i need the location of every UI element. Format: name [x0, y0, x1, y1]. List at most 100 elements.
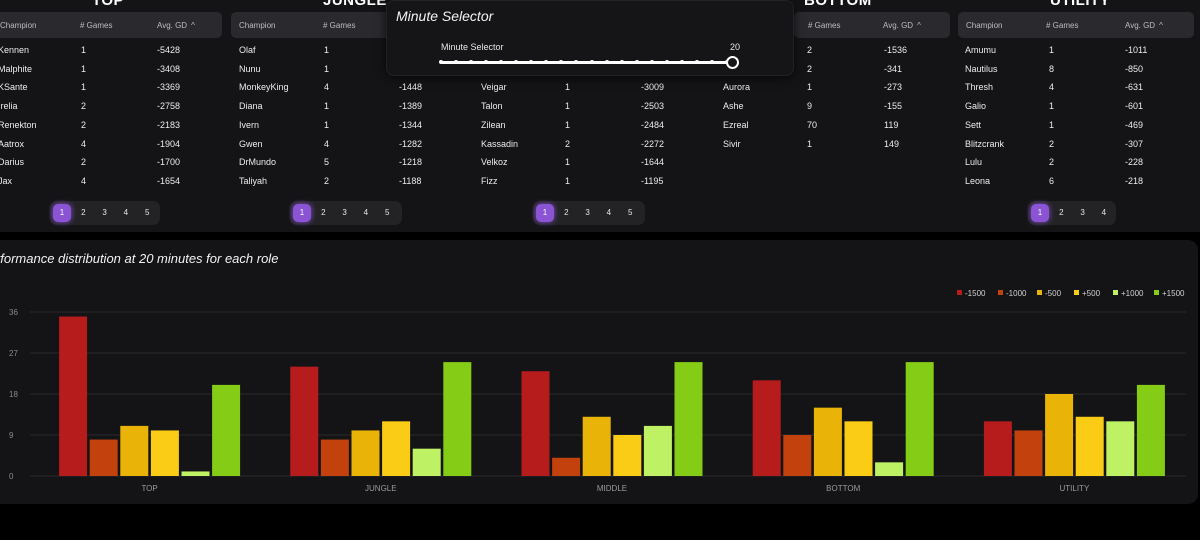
table-row[interactable]: KSante 1 -3369	[0, 82, 220, 94]
page-button[interactable]: 5	[384, 208, 390, 217]
cell-champion: Nautilus	[965, 63, 998, 74]
table-row[interactable]: Malphite 1 -3408	[0, 64, 220, 76]
cell-avg-gd: -228	[1125, 157, 1144, 168]
table-row[interactable]: Darius 2 -1700	[0, 157, 220, 169]
table-row[interactable]: Diana 1 -1389	[231, 101, 471, 113]
cell-games: 6	[1049, 175, 1055, 186]
col-avg-gd[interactable]: Avg. GD ^	[1125, 21, 1163, 30]
slider-tick	[544, 60, 549, 64]
page-button[interactable]: 2	[81, 208, 86, 217]
cell-avg-gd: -1011	[1125, 45, 1148, 55]
cell-games: 1	[565, 157, 571, 168]
col-avg-gd-label: Avg. GD	[157, 21, 188, 30]
cell-avg-gd: -1195	[641, 175, 664, 186]
minute-selector-title: Minute Selector	[396, 8, 494, 24]
col-avg-gd[interactable]: Avg. GD ^	[883, 21, 921, 30]
table-row[interactable]: 2 -341	[718, 64, 958, 76]
cell-avg-gd: -5428	[157, 45, 181, 55]
table-row[interactable]: Veigar 1 -3009	[474, 82, 714, 94]
slider-tick	[604, 60, 609, 64]
cell-avg-gd: 119	[884, 119, 899, 130]
table-row[interactable]: Aurora 1 -273	[718, 82, 958, 94]
table-row[interactable]: Olaf 1	[231, 45, 471, 57]
page-button[interactable]: 2	[321, 208, 326, 217]
page-button[interactable]: 4	[363, 208, 369, 217]
page-button[interactable]: 4	[606, 208, 612, 217]
col-champion[interactable]: Champion	[239, 21, 276, 30]
slider-tick	[589, 60, 594, 64]
page-button[interactable]: 2	[1059, 208, 1064, 217]
table-row[interactable]: Sivir 1 149	[718, 139, 958, 151]
slider-tick	[679, 60, 684, 64]
cell-games: 8	[1049, 63, 1055, 74]
cell-games: 4	[1049, 82, 1055, 93]
col-avg-gd[interactable]: Avg. GD ^	[157, 21, 195, 30]
table-row[interactable]: Irelia 2 -2758	[0, 101, 220, 113]
table-row[interactable]: Nunu 1	[231, 64, 471, 76]
chevron-up-icon: ^	[191, 21, 195, 30]
cell-champion: Lulu	[965, 157, 983, 168]
page-button[interactable]: 5	[627, 208, 633, 217]
table-row[interactable]: Talon 1 -2503	[474, 101, 714, 113]
table-row[interactable]: Blitzcrank 2 -307	[958, 139, 1198, 151]
table-row[interactable]: Amumu 1 -1011	[958, 45, 1198, 57]
cell-games: 2	[807, 63, 813, 74]
col-champion[interactable]: Champion	[966, 21, 1003, 30]
cell-avg-gd: -3408	[157, 63, 181, 74]
table-row[interactable]: Ezreal 70 119	[718, 120, 958, 132]
page-button[interactable]: 4	[123, 208, 129, 217]
table-row[interactable]: DrMundo 5 -1218	[231, 157, 471, 169]
col-champion[interactable]: Champion	[0, 21, 37, 30]
col-games[interactable]: # Games	[808, 21, 841, 30]
page-button[interactable]: 1	[53, 204, 71, 222]
cell-champion: Aurora	[723, 82, 751, 93]
col-avg-gd-label: Avg. GD	[883, 21, 914, 30]
table-row[interactable]: Leona 6 -218	[958, 176, 1198, 188]
col-avg-gd-label: Avg. GD	[1125, 21, 1156, 30]
minute-slider-thumb[interactable]	[726, 56, 739, 69]
table-row[interactable]: MonkeyKing 4 -1448	[231, 82, 471, 94]
table-row[interactable]: Lulu 2 -228	[958, 157, 1198, 169]
cell-champion: Aatrox	[0, 138, 25, 149]
table-row[interactable]: Renekton 2 -2183	[0, 120, 220, 132]
table-row[interactable]: Ivern 1 -1344	[231, 120, 471, 132]
cell-games: 4	[324, 138, 330, 149]
slider-tick	[574, 60, 579, 64]
table-row[interactable]: Nautilus 8 -850	[958, 64, 1198, 76]
table-row[interactable]: Velkoz 1 -1644	[474, 157, 714, 169]
page-button[interactable]: 2	[564, 208, 569, 217]
pagination: 1 2 3 4	[1028, 201, 1116, 225]
table-row[interactable]: Zilean 1 -2484	[474, 120, 714, 132]
page-button[interactable]: 5	[144, 208, 150, 217]
table-row[interactable]: Thresh 4 -631	[958, 82, 1198, 94]
col-games[interactable]: # Games	[323, 21, 356, 30]
page-button[interactable]: 3	[585, 208, 590, 217]
minute-slider-track[interactable]	[441, 61, 733, 64]
table-row[interactable]: Kassadin 2 -2272	[474, 139, 714, 151]
cell-champion: Sett	[965, 119, 982, 130]
table-row[interactable]: Aatrox 4 -1904	[0, 139, 220, 151]
slider-tick	[454, 60, 459, 64]
role-title: BOTTOM	[804, 0, 872, 9]
page-button[interactable]: 4	[1101, 208, 1107, 217]
table-row[interactable]: Jax 4 -1654	[0, 176, 220, 188]
page-button[interactable]: 3	[1080, 208, 1085, 217]
cell-avg-gd: -3369	[157, 82, 181, 93]
table-row[interactable]: 2 -1536	[718, 45, 958, 57]
table-row[interactable]: Taliyah 2 -1188	[231, 176, 471, 188]
page-button[interactable]: 1	[293, 204, 311, 222]
page-button[interactable]: 3	[102, 208, 107, 217]
table-row[interactable]: Sett 1 -469	[958, 120, 1198, 132]
table-row[interactable]: Kennen 1 -5428	[0, 45, 220, 57]
minute-selector-popover: Minute Selector Minute Selector 20	[386, 0, 794, 76]
page-button[interactable]: 3	[342, 208, 347, 217]
page-button[interactable]: 1	[1031, 204, 1049, 222]
page-button[interactable]: 1	[536, 204, 554, 222]
table-row[interactable]: Galio 1 -601	[958, 101, 1198, 113]
table-row[interactable]: Gwen 4 -1282	[231, 139, 471, 151]
col-games[interactable]: # Games	[80, 21, 113, 30]
table-row[interactable]: Ashe 9 -155	[718, 101, 958, 113]
cell-games: 1	[324, 119, 330, 130]
col-games[interactable]: # Games	[1046, 21, 1079, 30]
table-row[interactable]: Fizz 1 -1195	[474, 176, 714, 188]
